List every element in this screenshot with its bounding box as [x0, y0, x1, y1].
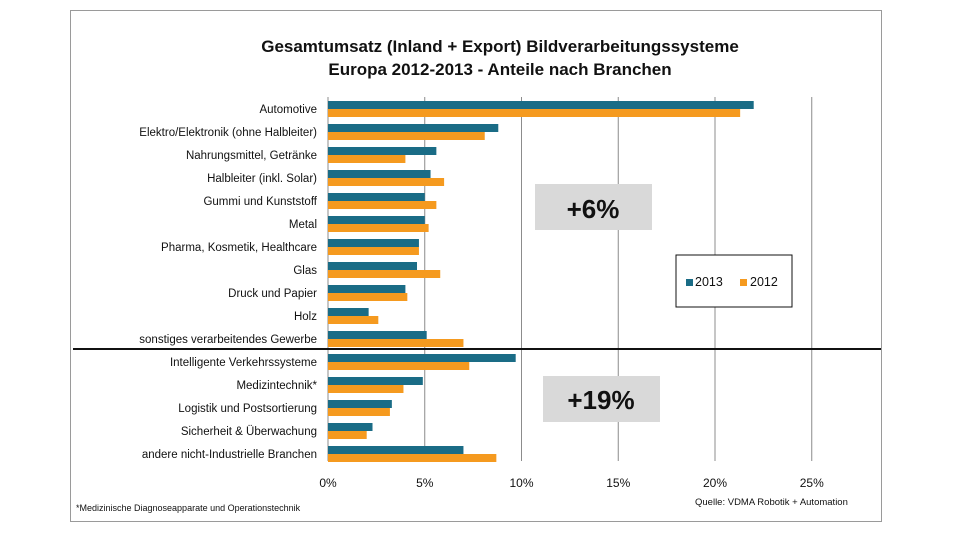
bar-2012 [328, 201, 437, 209]
bar-2013 [328, 262, 418, 270]
bar-2013 [328, 216, 425, 224]
bar-2012 [328, 155, 406, 163]
category-label: Nahrungsmittel, Getränke [186, 150, 317, 162]
bar-2012 [328, 132, 485, 140]
annotation-box-industrial [535, 184, 652, 230]
annotation-industrial: +6% [567, 194, 620, 224]
bar-2013 [328, 354, 516, 362]
category-label: Medizintechnik* [236, 380, 317, 392]
category-label: Pharma, Kosmetik, Healthcare [161, 242, 317, 254]
category-label: Logistik und Postsortierung [178, 403, 317, 415]
category-label: Automotive [259, 104, 317, 116]
bar-2013 [328, 239, 419, 247]
bar-2013 [328, 101, 754, 109]
bar-2013 [328, 377, 423, 385]
bar-2012 [328, 247, 419, 255]
category-label: Metal [289, 219, 317, 231]
chart-subtitle: Europa 2012-2013 - Anteile nach Branchen [328, 60, 671, 79]
x-tick-label: 0% [319, 476, 337, 490]
annotation-non-industrial: +19% [567, 385, 634, 415]
category-label: Glas [293, 265, 317, 277]
category-label: Druck und Papier [228, 288, 317, 300]
bar-2013 [328, 331, 427, 339]
bar-2013 [328, 400, 392, 408]
chart-frame: Gesamtumsatz (Inland + Export) Bildverar… [70, 10, 882, 522]
bar-2013 [328, 285, 406, 293]
x-tick-label: 10% [509, 476, 533, 490]
bar-2012 [328, 224, 429, 232]
bar-2013 [328, 423, 373, 431]
category-label: Sicherheit & Überwachung [181, 426, 317, 438]
source-note: Quelle: VDMA Robotik + Automation [695, 497, 848, 508]
x-tick-label: 20% [703, 476, 727, 490]
bar-2012 [328, 431, 367, 439]
legend-label-2012: 2012 [750, 275, 778, 289]
x-tick-label: 5% [416, 476, 434, 490]
category-label: Holz [294, 311, 317, 323]
bar-2013 [328, 170, 431, 178]
category-label: Intelligente Verkehrssysteme [170, 357, 317, 369]
legend: 2013 2012 [675, 254, 793, 308]
bar-2012 [328, 178, 445, 186]
bar-2013 [328, 124, 499, 132]
legend-swatch-2013 [686, 279, 693, 286]
bar-2012 [328, 339, 464, 347]
category-label: Gummi und Kunststoff [203, 196, 317, 208]
bar-2013 [328, 147, 437, 155]
bar-2012 [328, 316, 379, 324]
category-label: andere nicht-Industrielle Branchen [142, 449, 317, 461]
bar-chart: Gesamtumsatz (Inland + Export) Bildverar… [73, 37, 881, 513]
bar-2012 [328, 385, 404, 393]
bar-2013 [328, 446, 464, 454]
bar-2012 [328, 293, 408, 301]
bar-2012 [328, 454, 497, 462]
bar-2013 [328, 193, 425, 201]
bar-2012 [328, 109, 741, 117]
bar-2012 [328, 362, 470, 370]
category-label: sonstiges verarbeitendes Gewerbe [139, 334, 317, 346]
legend-swatch-2012 [740, 279, 747, 286]
x-tick-label: 25% [800, 476, 824, 490]
bar-2013 [328, 308, 369, 316]
annotation-box-non-industrial [543, 376, 660, 422]
chart-title: Gesamtumsatz (Inland + Export) Bildverar… [261, 37, 739, 56]
category-label: Halbleiter (inkl. Solar) [207, 173, 317, 185]
category-label: Elektro/Elektronik (ohne Halbleiter) [139, 127, 317, 139]
x-tick-label: 15% [606, 476, 630, 490]
legend-label-2013: 2013 [695, 275, 723, 289]
footnote: *Medizinische Diagnoseapparate und Opera… [76, 503, 301, 513]
bar-2012 [328, 270, 441, 278]
bar-2012 [328, 408, 390, 416]
